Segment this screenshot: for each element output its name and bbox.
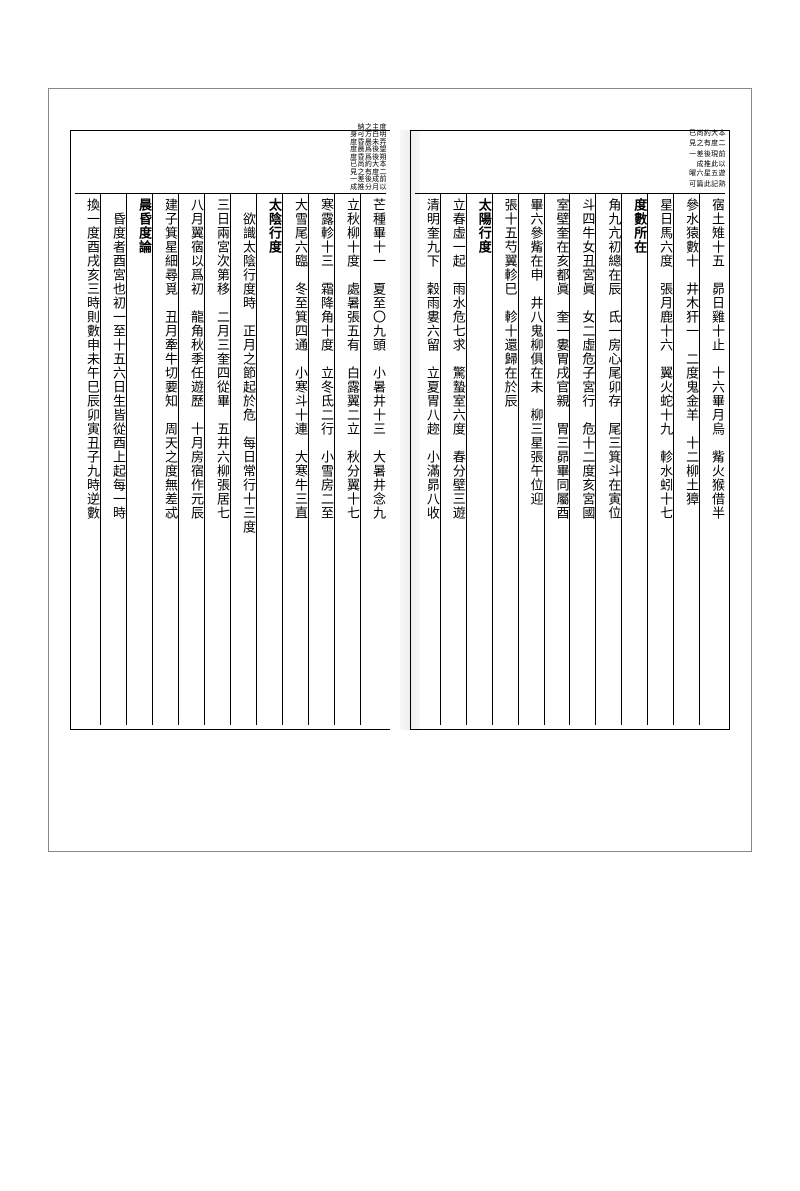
margin-note: 二度有之見 bbox=[349, 168, 386, 175]
margin-note: 二度有之見 bbox=[688, 139, 725, 148]
margin-note: 前現後差一 bbox=[688, 150, 725, 159]
section-heading: 太陰行度 bbox=[256, 194, 282, 725]
margin-note: 以此推成 bbox=[688, 160, 725, 168]
book-spread-container: 以月分推成 前成後差一 二度有之見 本大約尚已 朔後爲昏度 望後爲晨度 弄未晨昏… bbox=[60, 100, 740, 840]
text-column: 芒種畢十一 夏至〇九頭 小暑井十三 大暑井念九 bbox=[360, 194, 386, 725]
text-column: 斗四牛女丑宮眞 女二虛危子宮行 危十二度亥宮國 bbox=[569, 194, 595, 725]
text-column: 角九亢初總在辰 氐一房心尾卯存 尾三箕斗在寅位 bbox=[595, 194, 621, 725]
text-column: 建子箕星細尋覓 丑月牽牛切要知 周天之度無差忒 bbox=[152, 194, 178, 725]
text-column: 昏度者酉宮也初一至十五六日生皆從酉上起每一時 bbox=[100, 194, 126, 725]
section-heading: 度數所在 bbox=[621, 194, 647, 725]
text-column: 張十五芍翼軫巳 軫十還歸在於辰 bbox=[492, 194, 518, 725]
text-column: 立秋柳十度 處暑張五有 白露翼二立 秋分翼十七 bbox=[334, 194, 360, 725]
margin-note: 熟記此篇可 bbox=[688, 180, 725, 189]
left-page: 以月分推成 前成後差一 二度有之見 本大約尚已 朔後爲昏度 望後爲晨度 弄未晨昏… bbox=[70, 130, 390, 730]
text-column: 畢六參觜在申 井八鬼柳俱在未 柳三星張午位迎 bbox=[518, 194, 544, 725]
margin-note: 以月分推成 bbox=[349, 183, 386, 190]
left-text-columns: 芒種畢十一 夏至〇九頭 小暑井十三 大暑井念九 立秋柳十度 處暑張五有 白露翼二… bbox=[75, 193, 386, 725]
text-column: 立春虛一起 雨水危七求 驚蟄室六度 春分壁三遊 bbox=[440, 194, 466, 725]
text-column: 寒露軫十三 霜降角十度 立冬氐二行 小雪房二至 bbox=[308, 194, 334, 725]
margin-note: 遊五星六曜 bbox=[688, 169, 725, 178]
book-spread: 以月分推成 前成後差一 二度有之見 本大約尚已 朔後爲昏度 望後爲晨度 弄未晨昏… bbox=[70, 130, 730, 730]
margin-note: 度主之納 bbox=[349, 123, 386, 130]
section-heading: 晨昏度論 bbox=[126, 194, 152, 725]
text-column: 三日兩宮次第移 二月三奎四從畢 五井六柳張居七 bbox=[204, 194, 230, 725]
margin-note: 本大約尚已 bbox=[688, 129, 725, 138]
right-margin-notes: 熟記此篇可 遊五星六曜 以此推成 前現後差一 二度有之見 本大約尚已 bbox=[688, 129, 725, 189]
left-margin-notes: 以月分推成 前成後差一 二度有之見 本大約尚已 朔後爲昏度 望後爲晨度 弄未晨昏… bbox=[349, 129, 386, 189]
text-column: 清明奎九下 穀雨婁六留 立夏胃八趂 小滿昴八收 bbox=[415, 194, 440, 725]
text-column: 室壁奎在亥都眞 奎一婁胃戌官親 胃三昴畢同屬酉 bbox=[544, 194, 570, 725]
margin-note: 望後爲晨度 bbox=[349, 145, 386, 152]
text-column: 㝛土雉十五 昴日雞十止 十六畢月烏 觜火猴借半 bbox=[699, 194, 725, 725]
margin-note: 本大約尚已 bbox=[349, 160, 386, 167]
right-page: 熟記此篇可 遊五星六曜 以此推成 前現後差一 二度有之見 本大約尚已 㝛土雉十五… bbox=[410, 130, 730, 730]
text-column: 八月翼㝛以爲初 龍角秋季任遊歷 十月房宿作元辰 bbox=[178, 194, 204, 725]
section-heading: 太陽行度 bbox=[466, 194, 492, 725]
right-text-columns: 㝛土雉十五 昴日雞十止 十六畢月烏 觜火猴借半 參水猿數十 井木犴一 二度鬼金羊… bbox=[415, 193, 725, 725]
text-column: 星日馬六度 張月鹿十六 翼火蛇十九 軫水蚓十七 bbox=[647, 194, 673, 725]
margin-note: 朔後爲昏度 bbox=[349, 153, 386, 160]
margin-note: 前成後差一 bbox=[349, 175, 386, 182]
text-column: 參水猿數十 井木犴一 二度鬼金羊 十二柳土獐 bbox=[673, 194, 699, 725]
text-column: 大雪尾六臨 冬至箕四通 小寒斗十連 大寒牛三直 bbox=[282, 194, 308, 725]
margin-note: 明白方可身 bbox=[349, 130, 386, 137]
text-column: 欲識太陰行度時 正月之節起於危 每日常行十三度 bbox=[230, 194, 256, 725]
text-column: 換一度酉戌亥三時則數申未午巳辰卯寅丑子九時逆數 bbox=[75, 194, 100, 725]
margin-note: 弄未晨昏度 bbox=[349, 138, 386, 145]
